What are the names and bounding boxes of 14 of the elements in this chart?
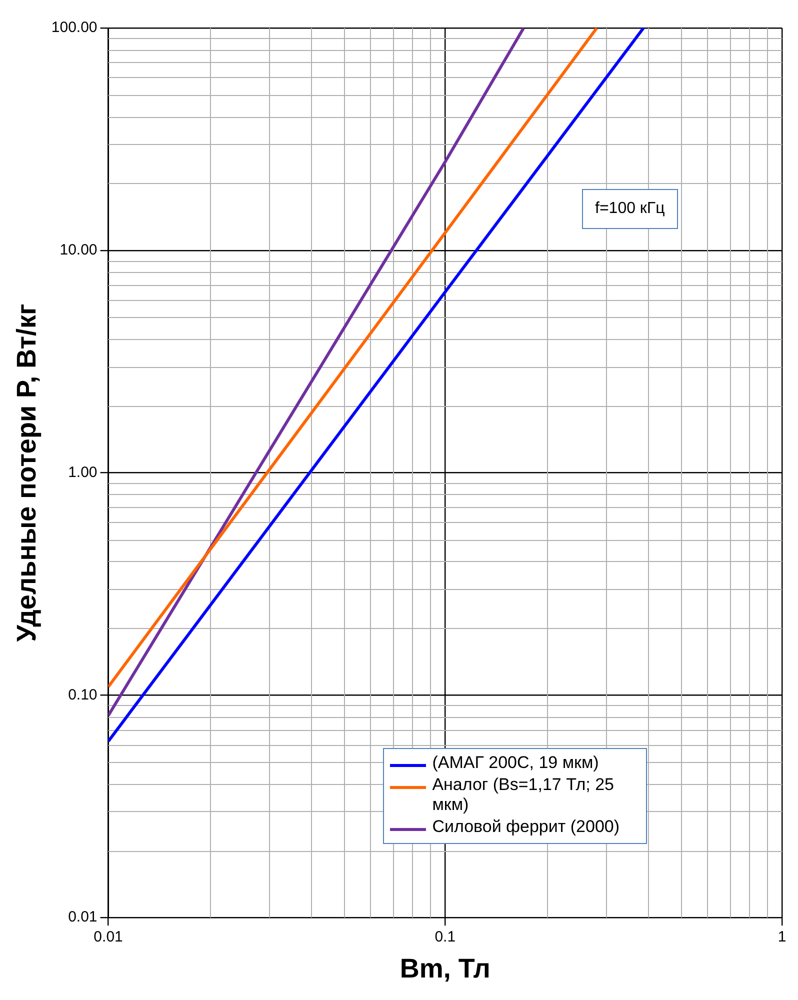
legend-label: Силовой феррит (2000) [432, 817, 620, 837]
annotation: f=100 кГц [582, 189, 678, 229]
y-axis-title: Удельные потери P, Вт/кг [12, 304, 42, 642]
legend-label: (АМАГ 200С, 19 мкм) [432, 753, 599, 773]
x-axis-title: Bm, Тл [400, 953, 490, 984]
legend-label: Аналог (Bs=1,17 Тл; 25 мкм) [432, 775, 615, 815]
x-tick-label: 1 [778, 928, 786, 946]
y-tick-label: 100.00 [51, 19, 98, 36]
y-tick-label: 0.10 [68, 686, 98, 704]
y-tick-label: 10.00 [60, 242, 98, 259]
x-tick-label: 0.01 [94, 928, 123, 946]
x-tick-label: 0.1 [434, 928, 456, 946]
y-tick-label: 1.00 [68, 464, 98, 481]
y-tick-label: 0.01 [68, 908, 98, 926]
